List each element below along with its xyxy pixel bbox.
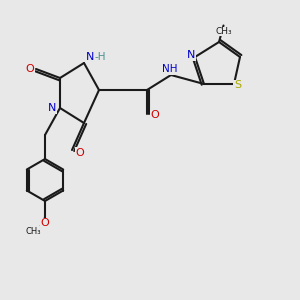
Text: S: S	[234, 80, 241, 91]
Text: N: N	[187, 50, 196, 61]
Text: CH₃: CH₃	[215, 27, 232, 36]
Text: -H: -H	[95, 52, 106, 62]
Text: O: O	[26, 64, 34, 74]
Text: O: O	[75, 148, 84, 158]
Text: N: N	[86, 52, 94, 62]
Text: NH: NH	[162, 64, 177, 74]
Text: O: O	[150, 110, 159, 121]
Text: N: N	[48, 103, 57, 113]
Text: CH₃: CH₃	[25, 226, 41, 236]
Text: O: O	[40, 218, 50, 229]
